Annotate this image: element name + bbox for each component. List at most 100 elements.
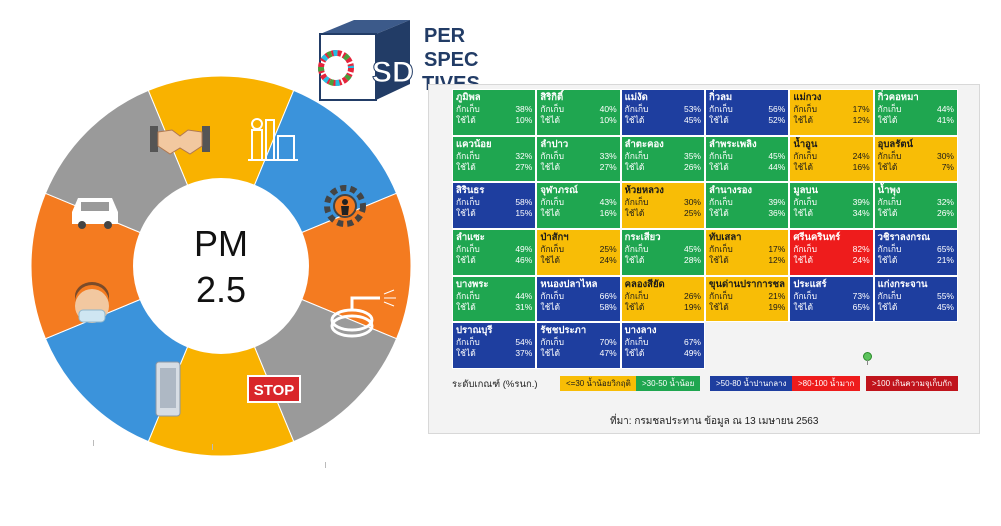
usable-value: 25% [683, 208, 701, 219]
reservoir-cell: ศรีนครินทร์ กักเก็บ 82% ใช้ได้ 24% [789, 229, 874, 276]
reservoir-name: มูลบน [793, 185, 818, 197]
reservoir-cell: แม่งัด กักเก็บ 53% ใช้ได้ 45% [620, 89, 705, 136]
storage-label: กักเก็บ [877, 197, 902, 208]
usable-label: ใช้ได้ [709, 208, 729, 219]
storage-row: กักเก็บ 25% [540, 244, 616, 255]
storage-row: กักเก็บ 40% [540, 104, 616, 115]
reservoir-name: ทับเสลา [709, 232, 742, 243]
usable-value: 12% [852, 115, 870, 125]
car-icon [72, 198, 118, 229]
storage-value: 54% [515, 337, 533, 348]
storage-value: 82% [852, 244, 870, 254]
usable-value: 16% [599, 208, 617, 219]
usable-label: ใช้ได้ [540, 115, 561, 125]
center-title-value: 2.5 [196, 269, 246, 310]
storage-label: กักเก็บ [540, 337, 565, 348]
reservoir-cell: กระเสียว กักเก็บ 45% ใช้ได้ 28% [620, 229, 705, 276]
usable-label: ใช้ได้ [624, 301, 645, 312]
reservoir-grid: ภูมิพล กักเก็บ 38% ใช้ได้ 10% สิริกิติ์ กักเก็… [452, 89, 958, 369]
reservoir-name: รัชชประภา [540, 325, 587, 337]
storage-label: กักเก็บ [540, 150, 565, 161]
reservoir-name: สิรินธร [456, 185, 485, 197]
storage-value: 45% [768, 150, 786, 161]
storage-row: กักเก็บ 45% [625, 244, 701, 255]
reservoir-name: น้ำพุง [877, 185, 901, 197]
storage-row: กักเก็บ 32% [878, 197, 954, 208]
reservoir-cell: ทับเสลา กักเก็บ 17% ใช้ได้ 12% [705, 229, 790, 276]
usable-value: 21% [936, 255, 954, 265]
usable-label: ใช้ได้ [709, 161, 729, 172]
reservoir-name: แม่งัด [624, 92, 648, 103]
usable-label: ใช้ได้ [456, 115, 476, 125]
reservoir-cell: สิรินธร กักเก็บ 58% ใช้ได้ 15% [452, 182, 537, 229]
storage-label: กักเก็บ [877, 104, 902, 114]
storage-row: กักเก็บ 45% [709, 151, 785, 162]
reservoir-cell: อุบลรัตน์ กักเก็บ 30% ใช้ได้ 7% [873, 135, 958, 183]
usable-row: ใช้ได้ 49% [625, 348, 701, 359]
usable-value: 24% [852, 255, 870, 265]
usable-row: ใช้ได้ 12% [709, 255, 785, 266]
reservoir-name: ห้วยหลวง [624, 185, 664, 197]
usable-value: 37% [515, 348, 533, 359]
usable-row: ใช้ได้ 44% [709, 162, 785, 173]
storage-value: 30% [683, 197, 701, 208]
usable-row: ใช้ได้ 26% [625, 162, 701, 173]
storage-row: กักเก็บ 30% [625, 197, 701, 208]
usable-value: 34% [852, 208, 870, 219]
usable-row: ใช้ได้ 26% [878, 208, 954, 219]
usable-label: ใช้ได้ [624, 255, 645, 265]
storage-value: 32% [936, 197, 954, 208]
reservoir-cell: บางพระ กักเก็บ 44% ใช้ได้ 31% [452, 275, 537, 323]
reservoir-name: น้ำอูน [793, 138, 818, 150]
legend-title: ระดับเกณฑ์ (%รนก.) [452, 379, 538, 390]
usable-value: 28% [683, 255, 701, 265]
storage-value: 33% [599, 150, 617, 161]
usable-value: 27% [599, 161, 617, 172]
logo-line2: SPEC [424, 49, 478, 71]
usable-value: 26% [683, 161, 701, 172]
legend-chip: >30-50 น้ำน้อย [636, 376, 701, 391]
usable-row: ใช้ได้ 10% [540, 115, 616, 126]
usable-label: ใช้ได้ [877, 255, 898, 265]
storage-value: 44% [936, 104, 954, 114]
reservoir-name: แม่กวง [793, 92, 822, 103]
usable-label: ใช้ได้ [624, 115, 645, 125]
usable-row: ใช้ได้ 41% [878, 115, 954, 126]
usable-value: 45% [683, 115, 701, 125]
legend-chip: >80-100 น้ำมาก [792, 376, 861, 391]
usable-value: 44% [768, 161, 786, 172]
usable-row: ใช้ได้ 27% [456, 162, 532, 173]
legend-chip: >100 เกินความจุเก็บกัก [866, 376, 958, 391]
storage-row: กักเก็บ 38% [456, 104, 532, 115]
donut-segment [219, 192, 412, 340]
storage-label: กักเก็บ [709, 290, 733, 301]
reservoir-name: ลำแซะ [456, 232, 485, 243]
decorative-tick [93, 440, 94, 446]
usable-row: ใช้ได้ 7% [878, 162, 954, 173]
donut-center [133, 178, 309, 354]
storage-value: 73% [852, 290, 870, 301]
reservoir-name: สิริกิติ์ [540, 92, 564, 103]
usable-row: ใช้ได้ 24% [540, 255, 616, 266]
storage-label: กักเก็บ [540, 244, 565, 254]
reservoir-cell: น้ำพุง กักเก็บ 32% ใช้ได้ 26% [873, 182, 958, 229]
storage-label: กักเก็บ [624, 197, 649, 208]
usable-row: ใช้ได้ 31% [456, 302, 532, 313]
usable-row: ใช้ได้ 21% [878, 255, 954, 266]
storage-row: กักเก็บ 73% [793, 291, 869, 302]
storage-label: กักเก็บ [709, 104, 733, 114]
legend-chip: >50-80 น้ำปานกลาง [710, 376, 793, 391]
storage-row: กักเก็บ 44% [878, 104, 954, 115]
reservoir-name: คลองสียัด [624, 278, 665, 290]
usable-value: 58% [599, 301, 617, 312]
usable-row: ใช้ได้ 52% [709, 115, 785, 126]
reservoir-cell: รัชชประภา กักเก็บ 70% ใช้ได้ 47% [536, 322, 621, 369]
storage-row: กักเก็บ 30% [878, 151, 954, 162]
storage-row: กักเก็บ 66% [540, 291, 616, 302]
usable-row: ใช้ได้ 37% [456, 348, 532, 359]
storage-value: 39% [852, 197, 870, 208]
reservoir-cell: ประแสร์ กักเก็บ 73% ใช้ได้ 65% [789, 275, 874, 323]
sd-perspectives-logo: SD PER SPEC TIVES [318, 20, 480, 101]
usable-row: ใช้ได้ 36% [709, 208, 785, 219]
storage-label: กักเก็บ [877, 290, 902, 301]
